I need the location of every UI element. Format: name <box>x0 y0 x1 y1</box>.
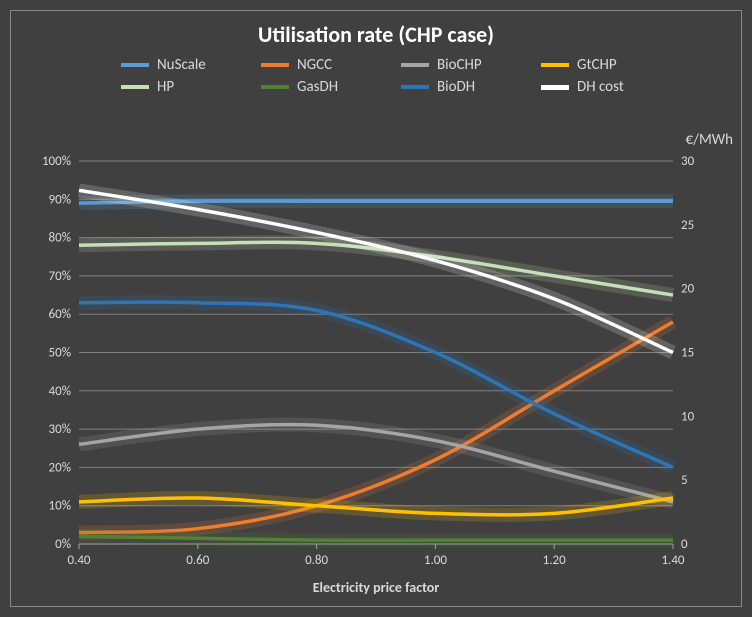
svg-text:5: 5 <box>681 473 688 488</box>
legend-label: NGCC <box>297 56 332 74</box>
svg-text:0: 0 <box>681 537 688 552</box>
y2-axis-label: €/MWh <box>686 131 733 149</box>
svg-text:1.40: 1.40 <box>661 553 684 568</box>
legend-swatch <box>261 85 289 89</box>
svg-text:20%: 20% <box>49 460 71 475</box>
legend-swatch <box>401 85 429 89</box>
legend-swatch <box>401 63 429 67</box>
legend-item-DHcost: DH cost <box>541 78 681 96</box>
svg-text:30%: 30% <box>49 422 71 437</box>
svg-text:1.20: 1.20 <box>543 553 566 568</box>
svg-text:0%: 0% <box>55 537 71 552</box>
legend-item-BioDH: BioDH <box>401 78 541 96</box>
series-BioDH <box>79 302 673 467</box>
svg-text:40%: 40% <box>49 384 71 399</box>
svg-text:100%: 100% <box>42 154 71 169</box>
legend-swatch <box>121 85 149 89</box>
svg-text:80%: 80% <box>49 231 71 246</box>
legend-swatch <box>541 85 569 90</box>
legend-swatch <box>541 63 569 67</box>
legend-item-BioCHP: BioCHP <box>401 56 541 74</box>
legend-label: GtCHP <box>577 56 617 74</box>
legend-label: NuScale <box>157 56 206 74</box>
legend-label: BioDH <box>437 78 475 96</box>
legend-item-HP: HP <box>121 78 261 96</box>
legend-label: BioCHP <box>437 56 482 74</box>
svg-text:15: 15 <box>681 346 694 361</box>
svg-text:70%: 70% <box>49 269 71 284</box>
svg-text:1.00: 1.00 <box>424 553 447 568</box>
legend-label: GasDH <box>297 78 338 96</box>
plot-area: 0%10%20%30%40%50%60%70%80%90%100%0510152… <box>79 161 673 544</box>
legend-swatch <box>261 63 289 67</box>
legend-label: HP <box>157 78 174 96</box>
svg-text:30: 30 <box>681 154 695 169</box>
chart-title: Utilisation rate (CHP case) <box>11 11 741 52</box>
svg-text:0.80: 0.80 <box>305 553 328 568</box>
legend: NuScale NGCC BioCHP GtCHP HP GasDH BioDH DH cos… <box>11 52 741 98</box>
svg-text:0.40: 0.40 <box>67 553 90 568</box>
legend-label: DH cost <box>577 78 624 96</box>
svg-text:10%: 10% <box>49 499 71 514</box>
svg-text:50%: 50% <box>49 346 71 361</box>
legend-item-NuScale: NuScale <box>121 56 261 74</box>
svg-text:90%: 90% <box>49 192 71 207</box>
legend-item-NGCC: NGCC <box>261 56 401 74</box>
x-axis-label: Electricity price factor <box>11 579 741 596</box>
svg-text:0.60: 0.60 <box>186 553 209 568</box>
legend-swatch <box>121 63 149 67</box>
legend-item-GtCHP: GtCHP <box>541 56 681 74</box>
legend-item-GasDH: GasDH <box>261 78 401 96</box>
svg-text:10: 10 <box>681 409 695 424</box>
svg-text:60%: 60% <box>49 307 71 322</box>
svg-text:20: 20 <box>681 282 695 297</box>
svg-text:25: 25 <box>681 218 694 233</box>
